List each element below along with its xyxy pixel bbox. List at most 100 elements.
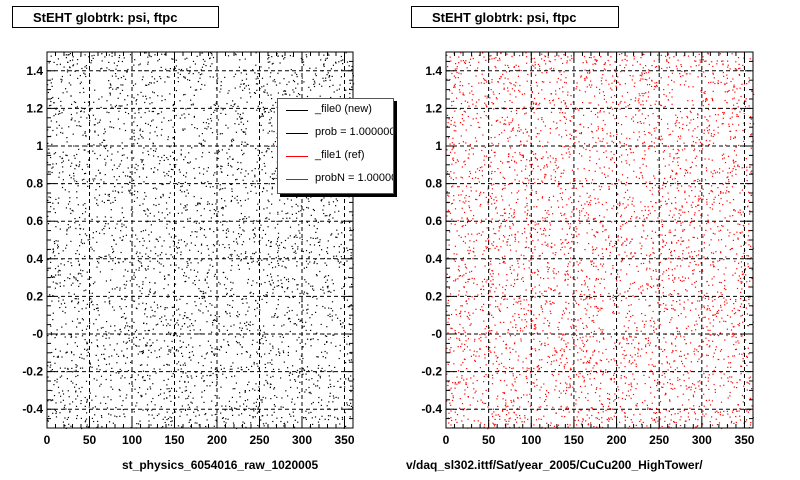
data-point (327, 419, 330, 421)
data-point (142, 230, 144, 232)
data-point (268, 240, 270, 242)
data-point (134, 59, 136, 61)
data-point (145, 98, 148, 100)
data-point (185, 275, 187, 277)
data-point (320, 370, 322, 372)
data-point (119, 287, 121, 289)
data-point (300, 57, 302, 60)
data-point (751, 278, 753, 280)
data-point (53, 384, 55, 386)
data-point (66, 343, 69, 345)
data-point (266, 301, 268, 304)
data-point (278, 247, 280, 249)
data-point (749, 409, 751, 411)
data-point (736, 253, 738, 255)
data-point (116, 362, 118, 364)
data-point (190, 262, 192, 264)
data-point (328, 307, 330, 309)
data-point (70, 165, 72, 167)
data-point (329, 392, 331, 394)
data-point (202, 173, 205, 175)
data-point (241, 413, 243, 415)
data-point (659, 234, 661, 236)
data-point (75, 383, 77, 386)
data-point (48, 62, 50, 64)
data-point (215, 203, 217, 205)
data-point (552, 252, 554, 254)
data-point (147, 63, 149, 65)
data-point (51, 351, 53, 354)
data-point (721, 225, 723, 227)
data-point (722, 117, 724, 119)
data-point (144, 330, 146, 332)
data-point (538, 314, 540, 316)
data-point (735, 173, 737, 175)
data-point (205, 122, 207, 124)
data-point (231, 396, 233, 398)
data-point (120, 77, 122, 79)
data-point (147, 388, 149, 390)
data-point (233, 324, 235, 326)
data-point (330, 386, 332, 388)
data-point (66, 233, 68, 235)
data-point (189, 249, 191, 251)
data-point (47, 84, 49, 86)
y-tick-label: 1.4 (26, 64, 43, 78)
data-point (282, 260, 284, 262)
data-point (265, 422, 267, 424)
data-point (116, 87, 118, 89)
data-point (270, 261, 273, 264)
data-point (589, 378, 591, 380)
data-point (146, 364, 148, 366)
data-point (145, 52, 147, 54)
data-point (164, 81, 166, 83)
data-point (47, 142, 49, 144)
data-point (195, 305, 197, 307)
data-point (53, 355, 55, 358)
data-point (96, 266, 98, 268)
data-point (242, 123, 245, 125)
data-point (645, 92, 647, 94)
data-point (296, 339, 298, 341)
data-point (180, 251, 182, 253)
data-point (347, 249, 349, 252)
data-point (587, 203, 590, 206)
data-point (80, 55, 82, 57)
data-point (56, 356, 58, 358)
data-point (193, 94, 195, 96)
data-point (144, 112, 146, 114)
data-point (553, 268, 555, 270)
data-point (449, 231, 451, 233)
data-point (504, 298, 506, 300)
data-point (104, 56, 106, 58)
data-point (163, 364, 165, 366)
data-point (247, 173, 249, 175)
data-point (278, 354, 281, 356)
data-point (661, 187, 663, 189)
data-point (236, 168, 238, 171)
data-point (580, 75, 582, 77)
data-point (318, 374, 320, 376)
data-point (166, 173, 168, 175)
data-point (169, 246, 171, 248)
data-point (204, 278, 206, 280)
data-point (562, 310, 564, 312)
data-point (276, 417, 278, 419)
data-point (164, 217, 166, 219)
data-point (155, 197, 157, 200)
data-point (226, 152, 228, 154)
data-point (204, 182, 206, 184)
data-point (264, 89, 266, 91)
data-point (89, 284, 91, 286)
data-point (610, 336, 612, 338)
data-point (168, 120, 170, 122)
data-point (526, 177, 528, 179)
data-point (84, 149, 86, 151)
data-point (67, 390, 69, 392)
data-point (489, 55, 491, 57)
data-point (552, 157, 554, 159)
data-point (505, 423, 507, 425)
data-point (315, 274, 318, 276)
data-point (269, 76, 271, 78)
data-point (322, 289, 324, 291)
